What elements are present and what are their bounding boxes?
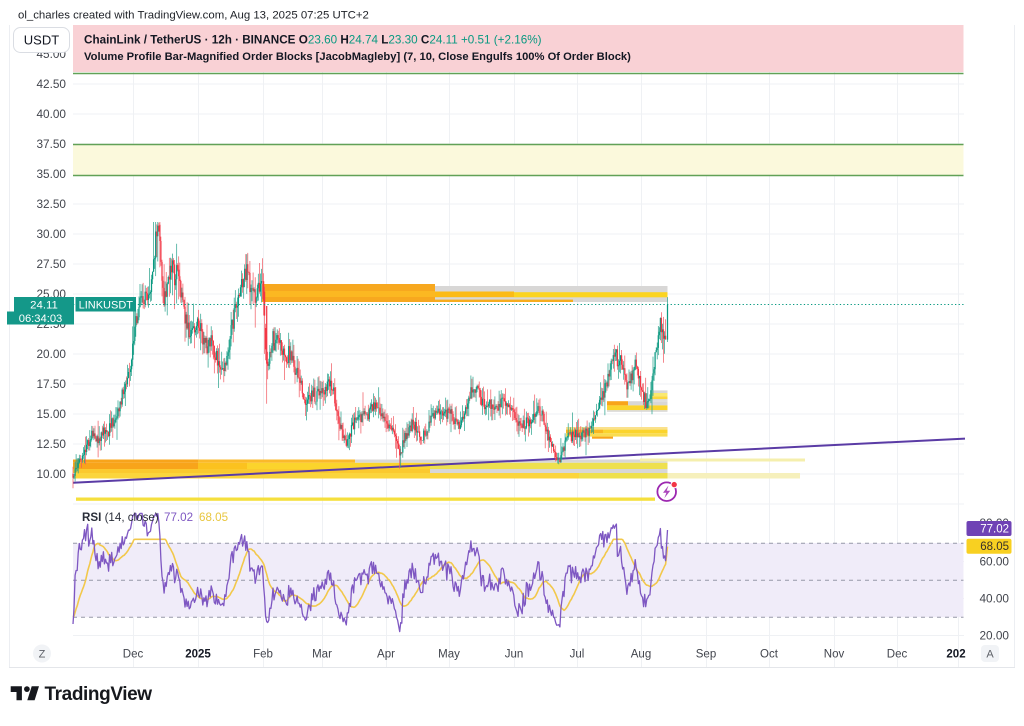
svg-text:30.00: 30.00 — [36, 227, 66, 241]
svg-text:10.00: 10.00 — [36, 467, 66, 481]
svg-text:27.50: 27.50 — [36, 257, 66, 271]
svg-text:12.50: 12.50 — [36, 437, 66, 451]
svg-text:Volume Profile Bar-Magnified O: Volume Profile Bar-Magnified Order Block… — [84, 51, 631, 63]
svg-text:Dec: Dec — [123, 649, 144, 661]
svg-text:32.50: 32.50 — [36, 197, 66, 211]
svg-text:RSI (14, close): RSI (14, close) — [82, 511, 159, 524]
svg-text:60.00: 60.00 — [979, 555, 1009, 569]
svg-text:2025: 2025 — [185, 649, 211, 661]
svg-text:77.02: 77.02 — [164, 511, 193, 524]
svg-text:40.00: 40.00 — [36, 107, 66, 121]
svg-text:Nov: Nov — [824, 649, 845, 661]
svg-text:06:34:03: 06:34:03 — [19, 313, 63, 325]
svg-text:77.02: 77.02 — [980, 524, 1009, 536]
svg-text:Feb: Feb — [253, 649, 273, 661]
svg-text:A: A — [986, 649, 994, 661]
svg-text:42.50: 42.50 — [36, 77, 66, 91]
svg-text:68.05: 68.05 — [199, 511, 228, 524]
svg-text:Sep: Sep — [696, 649, 716, 661]
svg-text:17.50: 17.50 — [36, 377, 66, 391]
svg-text:Apr: Apr — [377, 649, 395, 661]
svg-text:USDT: USDT — [24, 33, 59, 48]
svg-text:Oct: Oct — [760, 649, 779, 661]
svg-text:37.50: 37.50 — [36, 137, 66, 151]
svg-text:LINKUSDT: LINKUSDT — [79, 300, 134, 312]
svg-text:May: May — [438, 649, 460, 661]
svg-text:202: 202 — [946, 649, 965, 661]
svg-text:Aug: Aug — [631, 649, 651, 661]
svg-text:20.00: 20.00 — [36, 347, 66, 361]
svg-text:Z: Z — [39, 649, 46, 661]
svg-text:Mar: Mar — [312, 649, 332, 661]
svg-text:Jul: Jul — [570, 649, 585, 661]
svg-text:Dec: Dec — [887, 649, 908, 661]
svg-text:40.00: 40.00 — [979, 592, 1009, 606]
svg-text:ChainLink / TetherUS · 12h · B: ChainLink / TetherUS · 12h · BINANCE O23… — [84, 34, 542, 47]
svg-text:68.05: 68.05 — [980, 541, 1009, 553]
svg-text:35.00: 35.00 — [36, 167, 66, 181]
svg-text:15.00: 15.00 — [36, 407, 66, 421]
svg-text:ol_charles created with Tradin: ol_charles created with TradingView.com,… — [18, 10, 369, 22]
svg-text:TradingView: TradingView — [45, 684, 153, 705]
svg-text:20.00: 20.00 — [979, 629, 1009, 643]
svg-text:24.11: 24.11 — [30, 300, 58, 312]
svg-text:Jun: Jun — [505, 649, 524, 661]
